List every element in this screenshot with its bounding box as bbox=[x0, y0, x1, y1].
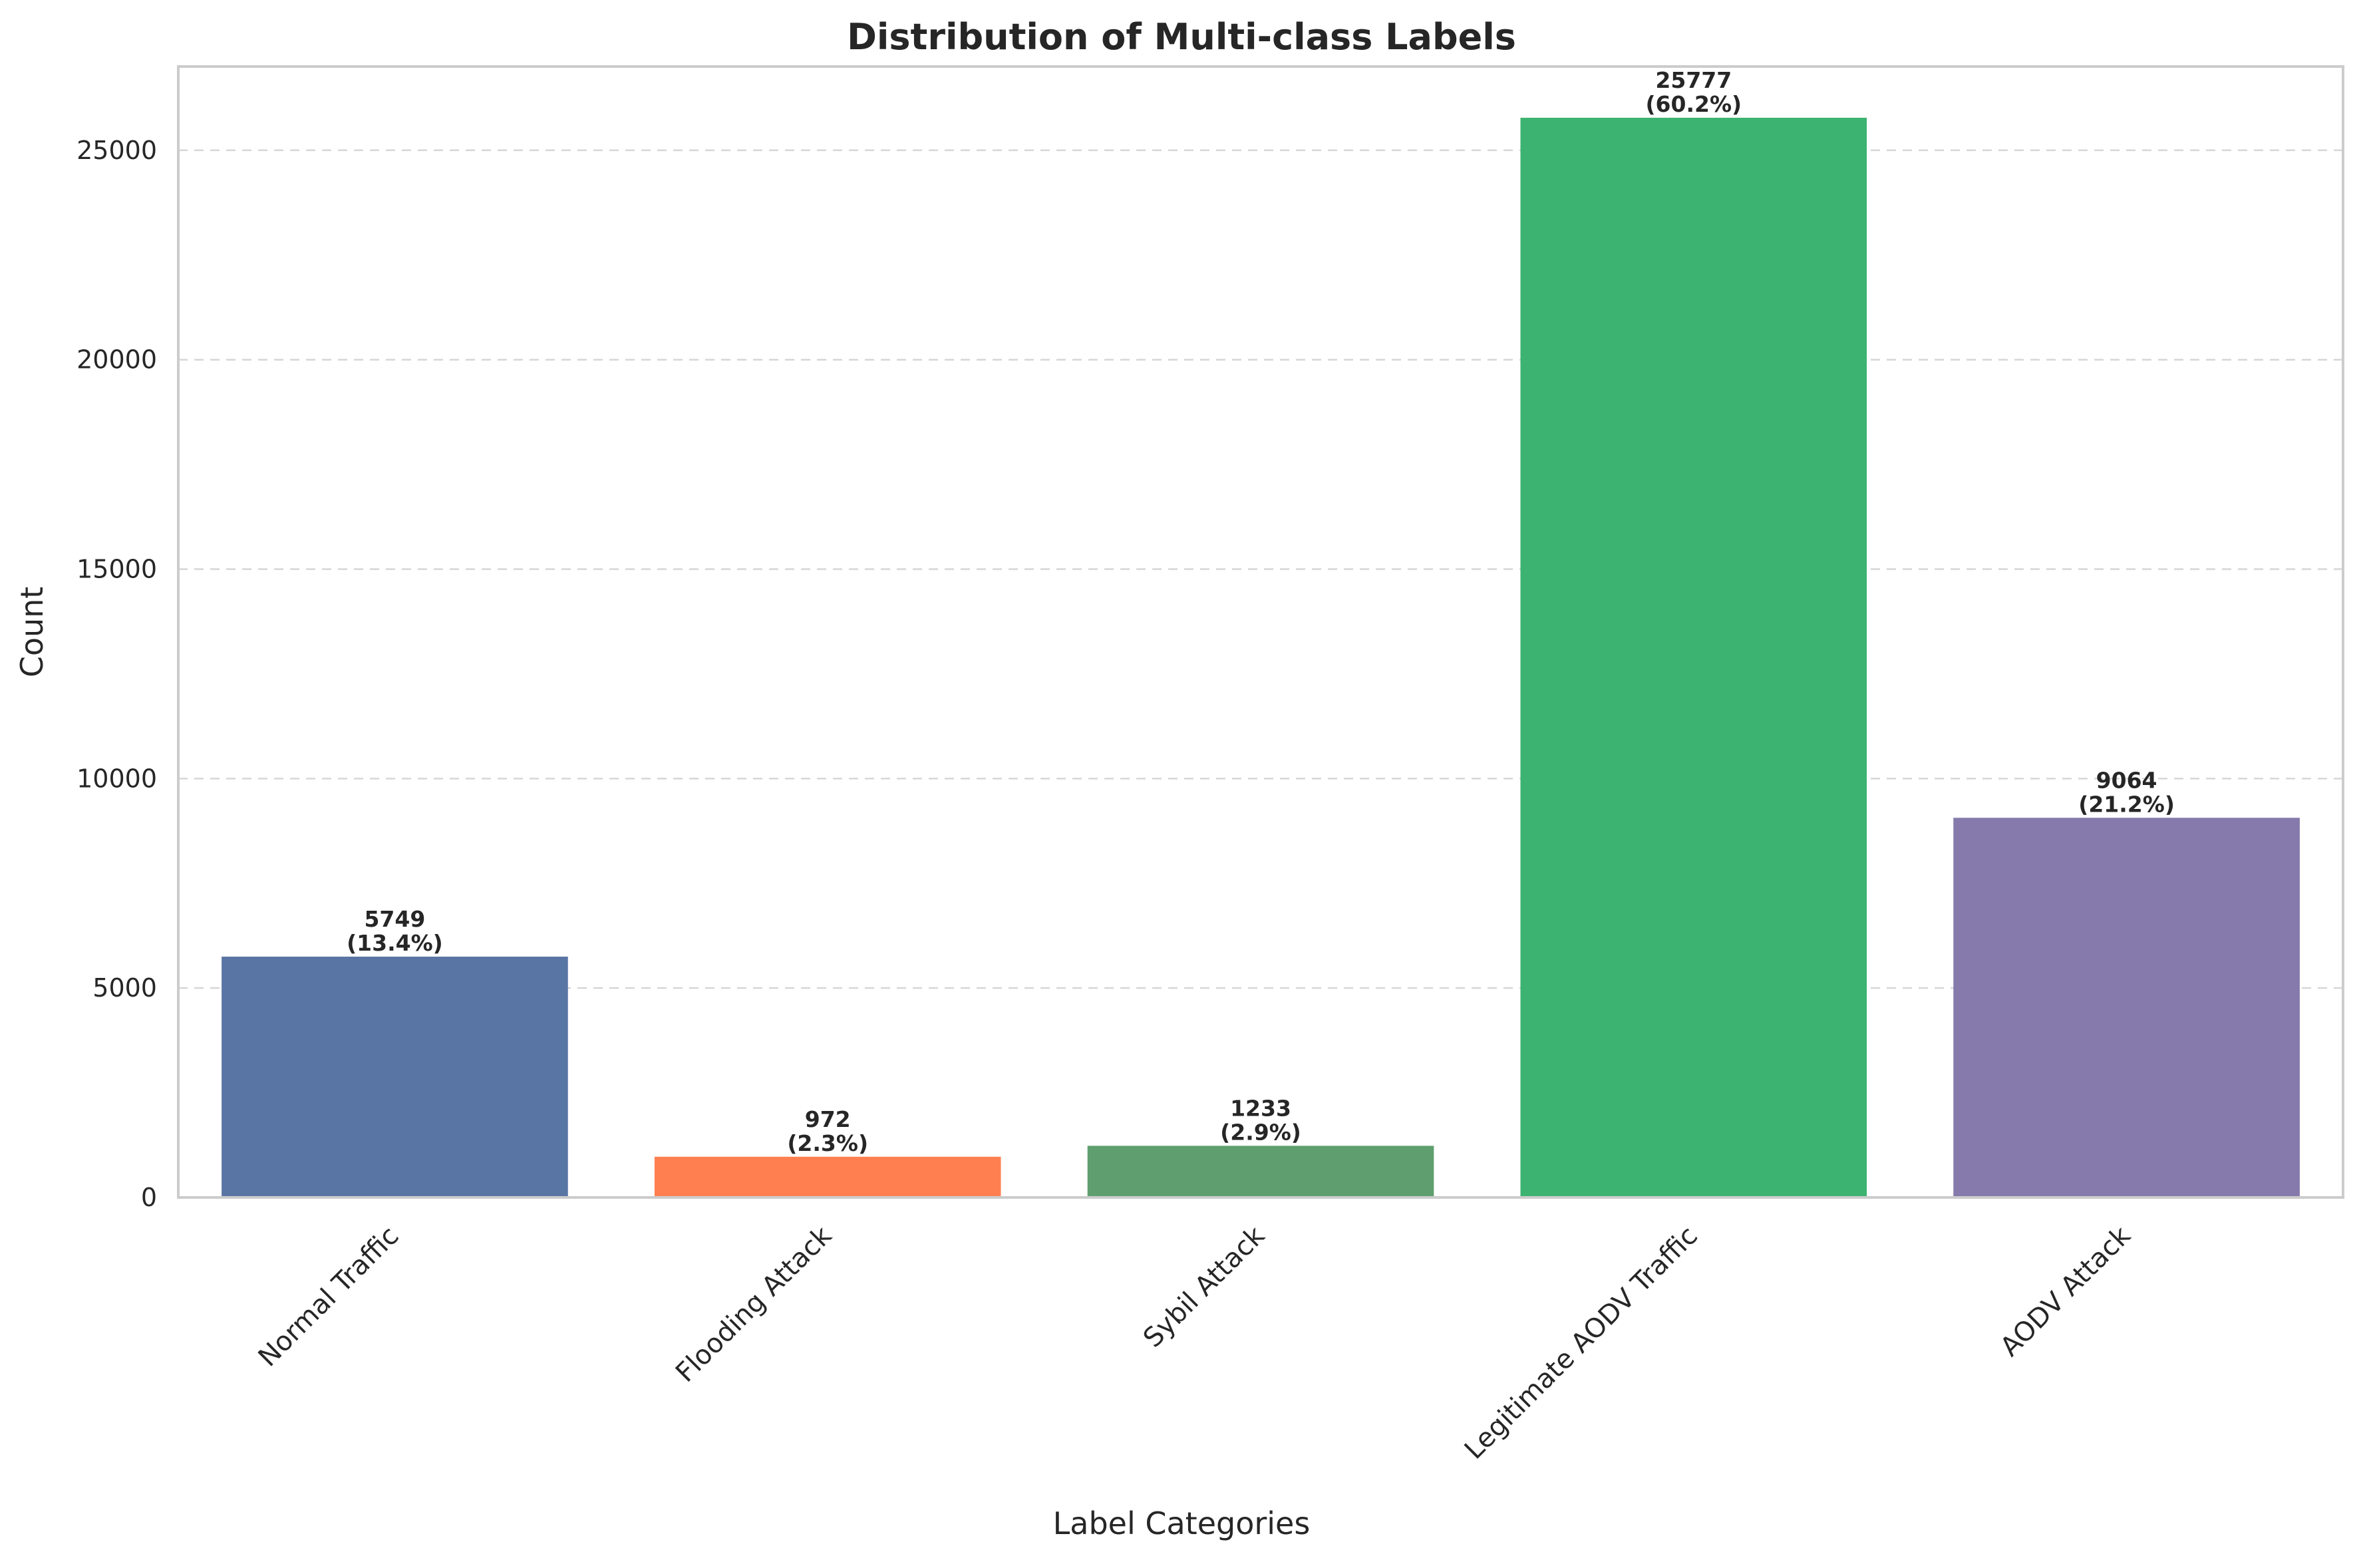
y-tick-label: 0 bbox=[141, 1183, 157, 1212]
y-tick-label: 15000 bbox=[77, 555, 157, 584]
data-labels: 5749(13.4%) 972(2.3%) 1233(2.9%) 25777(60.2… bbox=[347, 67, 2175, 1156]
plot-frame bbox=[177, 65, 2344, 1199]
bar-0 bbox=[222, 957, 568, 1197]
bar-percent-label: (21.2%) bbox=[2078, 791, 2175, 817]
bar-value-label: 1233 bbox=[1230, 1095, 1291, 1121]
x-axis-label: Label Categories bbox=[1053, 1505, 1311, 1541]
x-axis-ticks: Normal Traffic Flooding Attack Sybil Attac… bbox=[253, 1220, 2137, 1466]
x-tick-label: Normal Traffic bbox=[253, 1221, 405, 1373]
x-tick-label: Legitimate AODV Traffic bbox=[1459, 1221, 1704, 1466]
y-tick-label: 10000 bbox=[77, 764, 157, 793]
y-tick-label: 25000 bbox=[77, 136, 157, 165]
y-axis-label: Count bbox=[14, 587, 50, 678]
x-tick-label: Flooding Attack bbox=[670, 1220, 838, 1388]
bar-3 bbox=[1520, 118, 1867, 1198]
bar-value-label: 9064 bbox=[2096, 767, 2157, 793]
bar-value-label: 25777 bbox=[1655, 67, 1732, 93]
bar-1 bbox=[654, 1156, 1001, 1197]
bar-2 bbox=[1087, 1146, 1434, 1197]
bar-percent-label: (2.3%) bbox=[787, 1130, 868, 1156]
bar-value-label: 5749 bbox=[364, 906, 425, 932]
x-tick-label: AODV Attack bbox=[1994, 1220, 2137, 1362]
y-axis-ticks: 0 5000 10000 15000 20000 25000 bbox=[77, 136, 157, 1212]
chart-title: Distribution of Multi-class Labels bbox=[847, 16, 1516, 58]
bar-4 bbox=[1953, 818, 2300, 1197]
x-tick-label: Sybil Attack bbox=[1138, 1220, 1271, 1354]
y-tick-label: 5000 bbox=[92, 973, 157, 1003]
bar-percent-label: (2.9%) bbox=[1220, 1119, 1301, 1145]
y-tick-label: 20000 bbox=[77, 345, 157, 375]
bar-percent-label: (13.4%) bbox=[347, 930, 443, 956]
bar-percent-label: (60.2%) bbox=[1645, 91, 1742, 117]
bar-value-label: 972 bbox=[805, 1106, 851, 1132]
bars bbox=[222, 118, 2300, 1198]
